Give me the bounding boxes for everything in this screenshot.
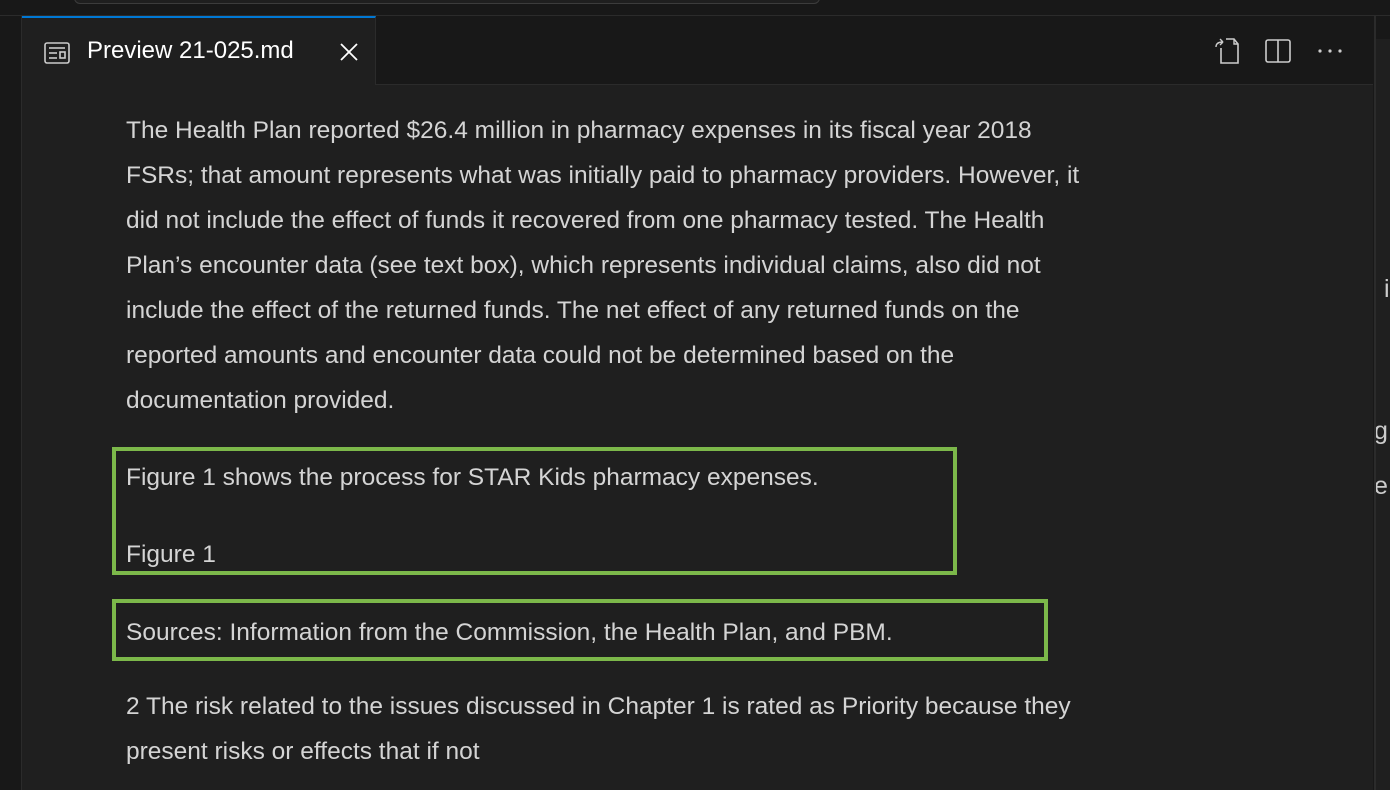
- more-actions-button[interactable]: [1315, 36, 1345, 66]
- title-bar: [0, 0, 1390, 16]
- preview-icon: [44, 42, 70, 64]
- open-source-icon: [1215, 38, 1239, 64]
- clipped-text: i: [1384, 275, 1390, 303]
- text-line: documentation provided.: [126, 387, 395, 414]
- paragraph: The Health Plan reported $26.4 million i…: [126, 108, 1079, 423]
- editor-group: Preview 21-025.md: [22, 16, 1373, 790]
- text-line: The Health Plan reported $26.4 million i…: [126, 117, 1032, 144]
- sources-highlight-box: Sources: Information from the Commission…: [112, 599, 1048, 661]
- markdown-preview: The Health Plan reported $26.4 million i…: [126, 108, 1079, 423]
- open-source-button[interactable]: [1211, 36, 1241, 66]
- split-editor-icon: [1265, 39, 1291, 63]
- adjacent-tab-bar: [1376, 16, 1390, 39]
- text-line: Plan’s encounter data (see text box), wh…: [126, 252, 1041, 279]
- more-actions-icon: [1318, 49, 1342, 53]
- split-editor-button[interactable]: [1263, 36, 1293, 66]
- figure-highlight-box: Figure 1 shows the process for STAR Kids…: [112, 447, 957, 575]
- sources-text: Sources: Information from the Commission…: [126, 619, 893, 646]
- tab-preview[interactable]: Preview 21-025.md: [22, 16, 376, 85]
- editor-actions: [1211, 36, 1345, 66]
- text-line: include the effect of the returned funds…: [126, 297, 1020, 324]
- text-line: reported amounts and encounter data coul…: [126, 342, 955, 369]
- tab-label: Preview 21-025.md: [87, 37, 294, 64]
- text-line: 2 The risk related to the issues discuss…: [126, 693, 1071, 720]
- adjacent-editor-pane: i g e: [1374, 16, 1390, 790]
- tab-bar: Preview 21-025.md: [22, 16, 1373, 85]
- markdown-preview-continued: 2 The risk related to the issues discuss…: [126, 684, 1071, 774]
- activity-strip: [0, 16, 22, 790]
- close-icon[interactable]: [338, 41, 360, 63]
- figure-intro: Figure 1 shows the process for STAR Kids…: [126, 464, 819, 491]
- text-line: present risks or effects that if not: [126, 738, 480, 765]
- figure-label: Figure 1: [126, 541, 216, 568]
- command-center[interactable]: [74, 0, 820, 4]
- clipped-text: g: [1374, 417, 1388, 445]
- text-line: FSRs; that amount represents what was in…: [126, 162, 1080, 189]
- clipped-text: e: [1374, 472, 1388, 500]
- text-line: did not include the effect of funds it r…: [126, 207, 1045, 234]
